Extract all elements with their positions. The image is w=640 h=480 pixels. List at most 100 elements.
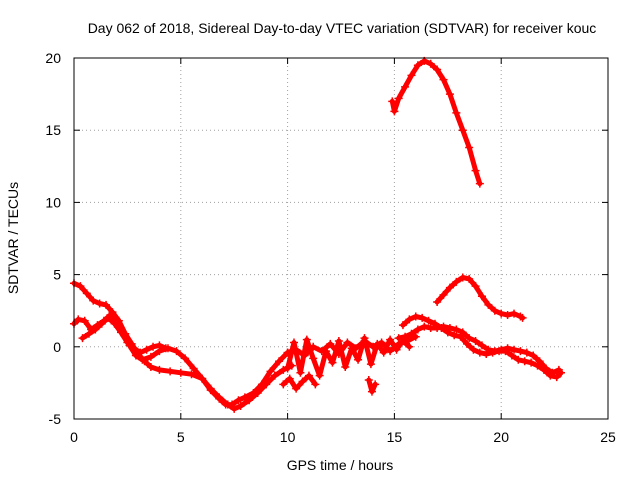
data-series-track-a — [70, 279, 301, 409]
data-series-track-b — [70, 311, 296, 413]
data-point — [386, 347, 395, 356]
data-point — [311, 380, 320, 389]
series-trail — [434, 275, 526, 321]
data-point — [433, 65, 442, 74]
data-point — [315, 371, 324, 380]
data-point — [292, 345, 301, 354]
data-point — [116, 328, 125, 337]
data-point — [176, 368, 185, 377]
data-point — [452, 108, 461, 117]
data-series-track-j — [398, 312, 566, 382]
grid — [74, 58, 608, 419]
data-point — [198, 374, 207, 383]
series-trail — [71, 312, 295, 412]
data-point — [475, 179, 484, 188]
data-point — [275, 357, 284, 366]
y-tick-label: -5 — [49, 411, 62, 427]
data-point — [390, 107, 399, 116]
data-point — [520, 357, 529, 366]
data-point — [477, 341, 486, 350]
data-point — [413, 325, 422, 334]
data-series-track-h — [388, 56, 484, 188]
data-point — [166, 367, 175, 376]
data-point — [501, 347, 510, 356]
data-point — [510, 345, 519, 354]
series-trail — [389, 58, 483, 187]
series-trail — [285, 334, 419, 358]
data-point — [490, 306, 499, 315]
data-point — [488, 348, 497, 357]
series-trail — [285, 335, 412, 379]
x-tick-label: 0 — [70, 429, 78, 445]
data-point — [262, 380, 271, 389]
data-point — [270, 371, 279, 380]
data-point — [482, 350, 491, 359]
data-point — [514, 355, 523, 364]
data-point — [300, 351, 309, 360]
data-point — [539, 365, 548, 374]
chart-title: Day 062 of 2018, Sidereal Day-to-day VTE… — [88, 20, 597, 36]
data-point — [334, 350, 343, 359]
data-point — [155, 365, 164, 374]
data-point — [445, 283, 454, 292]
data-point — [471, 337, 480, 346]
data-point — [136, 348, 145, 357]
data-point — [418, 313, 427, 322]
data-point — [445, 90, 454, 99]
data-point — [510, 309, 519, 318]
data-point — [424, 316, 433, 325]
x-tick-label: 10 — [280, 429, 296, 445]
data-point — [360, 337, 369, 346]
data-point — [304, 371, 313, 380]
data-point — [131, 351, 140, 360]
x-tick-label: 25 — [600, 429, 616, 445]
data-point — [266, 367, 275, 376]
data-point — [430, 319, 439, 328]
data-point — [394, 94, 403, 103]
data-series-track-k — [433, 273, 527, 322]
data-point — [343, 338, 352, 347]
data-point — [388, 97, 397, 106]
data-point — [407, 329, 416, 338]
data-point — [533, 361, 542, 370]
data-point — [146, 363, 155, 372]
data-point — [465, 334, 474, 343]
data-point — [364, 376, 373, 385]
y-tick-label: 5 — [53, 267, 61, 283]
data-point — [465, 274, 474, 283]
data-point — [535, 357, 544, 366]
data-point — [475, 348, 484, 357]
data-point — [413, 61, 422, 70]
data-point — [522, 348, 531, 357]
y-tick-label: 10 — [45, 194, 61, 210]
y-tick-label: 15 — [45, 122, 61, 138]
data-point — [443, 328, 452, 337]
data-point — [298, 377, 307, 386]
data-point — [189, 364, 198, 373]
data-point — [484, 300, 493, 309]
data-point — [240, 393, 249, 402]
data-point — [503, 311, 512, 320]
data-point — [123, 338, 132, 347]
data-point — [76, 282, 85, 291]
data-point — [529, 351, 538, 360]
data-point — [230, 404, 239, 413]
data-point — [253, 389, 262, 398]
data-point — [290, 338, 299, 347]
data-point — [477, 292, 486, 301]
series-layer — [70, 56, 566, 413]
data-series-track-e — [283, 332, 420, 360]
data-point — [465, 143, 474, 152]
y-tick-label: 0 — [53, 339, 61, 355]
data-point — [469, 345, 478, 354]
data-point — [104, 313, 113, 322]
data-point — [146, 352, 155, 361]
data-point — [149, 342, 158, 351]
data-point — [507, 351, 516, 360]
data-point — [354, 355, 363, 364]
x-tick-label: 20 — [493, 429, 509, 445]
data-point — [463, 339, 472, 348]
data-point — [516, 347, 525, 356]
plot-frame — [73, 57, 609, 420]
data-point — [102, 300, 111, 309]
